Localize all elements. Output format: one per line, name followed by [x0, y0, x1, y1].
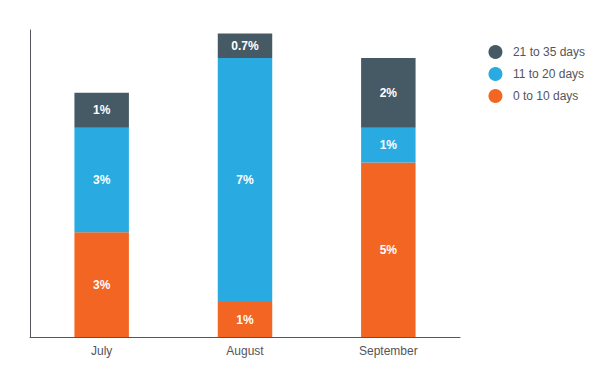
svg-text:July: July — [91, 344, 112, 358]
svg-text:0.7%: 0.7% — [231, 39, 259, 53]
svg-text:1%: 1% — [380, 138, 398, 152]
svg-text:11 to 20 days: 11 to 20 days — [513, 67, 584, 81]
svg-text:2%: 2% — [380, 86, 398, 100]
svg-text:7%: 7% — [236, 173, 254, 187]
svg-text:3%: 3% — [93, 173, 111, 187]
svg-text:3%: 3% — [93, 278, 111, 292]
svg-text:5%: 5% — [380, 243, 398, 257]
svg-text:0 to 10 days: 0 to 10 days — [513, 89, 578, 103]
svg-text:August: August — [226, 344, 264, 358]
svg-text:1%: 1% — [93, 103, 111, 117]
svg-text:21 to 35 days: 21 to 35 days — [513, 45, 585, 59]
svg-text:September: September — [359, 344, 418, 358]
svg-text:1%: 1% — [236, 313, 254, 327]
